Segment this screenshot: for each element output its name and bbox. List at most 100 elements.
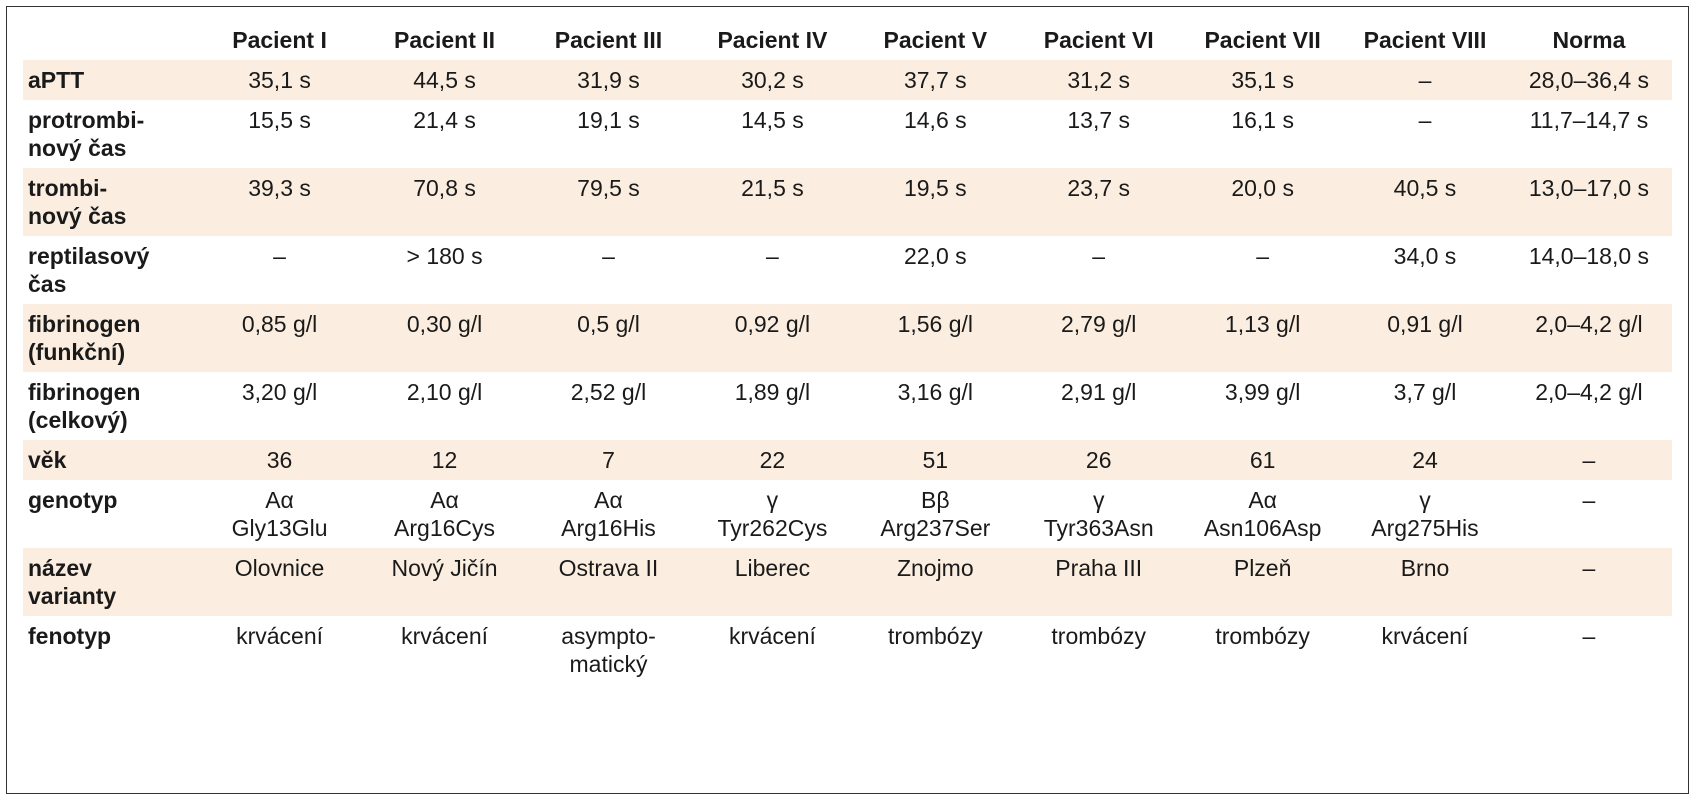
table-cell: 3,16 g/l xyxy=(854,372,1016,440)
cell-line: 11,7–14,7 s xyxy=(1529,107,1649,133)
cell-line: 1,56 g/l xyxy=(897,311,974,337)
table-cell: 36 xyxy=(196,440,363,480)
cell-line: – xyxy=(1418,107,1432,133)
cell-line: Tyr262Cys xyxy=(717,515,828,541)
table-cell: 2,91 g/l xyxy=(1016,372,1181,440)
cell-line: 22 xyxy=(759,447,786,473)
table-cell: 21,4 s xyxy=(363,100,527,168)
cell-line: Gly13Glu xyxy=(231,515,328,541)
cell-line: Olovnice xyxy=(234,555,325,581)
cell-line: 7 xyxy=(602,447,615,473)
cell-line: 3,99 g/l xyxy=(1224,379,1301,405)
table-cell: Znojmo xyxy=(854,548,1017,616)
table-row: fenotyp krvácení krvácení asympto-matický kr… xyxy=(23,616,1672,684)
cell-line: 79,5 s xyxy=(577,175,640,201)
cell-line: Aα xyxy=(594,487,623,513)
table-cell: 0,85 g/l xyxy=(196,304,363,372)
cell-line: γ xyxy=(1419,487,1431,513)
cell-line: 37,7 s xyxy=(903,67,967,93)
table-cell: – xyxy=(1181,236,1344,304)
cell-line: > 180 s xyxy=(406,243,483,269)
row-label-line: genotyp xyxy=(28,487,118,513)
table-cell: 14,5 s xyxy=(690,100,854,168)
table-cell: – xyxy=(1344,100,1506,168)
table-cell: 0,92 g/l xyxy=(690,304,855,372)
column-header: Pacient IV xyxy=(717,27,828,53)
column-header: Pacient VI xyxy=(1043,27,1154,53)
cell-line: 14,0–18,0 s xyxy=(1528,243,1650,269)
table-cell: 1,56 g/l xyxy=(854,304,1017,372)
cell-line: Plzeň xyxy=(1233,555,1292,581)
cell-line: 26 xyxy=(1085,447,1112,473)
table-cell: 2,79 g/l xyxy=(1016,304,1182,372)
cell-line: Arg16His xyxy=(561,515,656,541)
table-cell: 35,1 s xyxy=(196,60,363,100)
cell-line: – xyxy=(1582,623,1596,649)
table-cell: γ Tyr363Asn xyxy=(1016,480,1181,548)
cell-line: trombózy xyxy=(888,623,983,649)
cell-line: 19,1 s xyxy=(577,107,640,133)
cell-line: 22,0 s xyxy=(903,243,967,269)
cell-line: – xyxy=(273,243,286,269)
cell-line: γ xyxy=(1092,487,1105,513)
table-cell: 0,30 g/l xyxy=(362,304,527,372)
table-cell: γ Tyr262Cys xyxy=(690,480,854,548)
cell-line: Arg16Cys xyxy=(394,515,496,541)
table-cell: – xyxy=(1506,616,1672,684)
cell-line: 3,16 g/l xyxy=(897,379,974,405)
cell-line: 35,1 s xyxy=(248,67,311,93)
cell-line: 28,0–36,4 s xyxy=(1528,67,1650,93)
table-row: aPTT 35,1 s 44,5 s 31,9 s 30,2 s 37,7 s 31,2 s… xyxy=(23,60,1672,100)
table-cell: 1,89 g/l xyxy=(690,372,854,440)
cell-line: 21,5 s xyxy=(741,175,804,201)
cell-line: γ xyxy=(766,487,779,513)
lab-results-table: Pacient I Pacient II Pacient III Pacient… xyxy=(23,20,1672,684)
cell-line: 16,1 s xyxy=(1231,107,1294,133)
cell-line: trombózy xyxy=(1051,623,1146,649)
table-cell: – xyxy=(1506,480,1672,548)
cell-line: 2,10 g/l xyxy=(406,379,483,405)
cell-line: 24 xyxy=(1412,447,1438,473)
row-label: reptilasový čas xyxy=(23,236,197,304)
table-cell: 31,2 s xyxy=(1016,60,1182,100)
table-cell: Olovnice xyxy=(196,548,363,616)
table-cell: asympto-matický xyxy=(527,616,691,684)
table-cell: krvácení xyxy=(1344,616,1506,684)
table-cell: 23,7 s xyxy=(1016,168,1182,236)
cell-line: Znojmo xyxy=(896,555,974,581)
table-row: název varianty Olovnice Nový Jičín Ostrava I… xyxy=(23,548,1672,616)
cell-line: 3,20 g/l xyxy=(241,379,318,405)
row-label-line: čas xyxy=(28,271,67,297)
cell-line: 0,5 g/l xyxy=(577,311,640,337)
table-cell: Nový Jičín xyxy=(362,548,527,616)
table-cell: trombózy xyxy=(1181,616,1344,684)
table-cell: 13,7 s xyxy=(1016,100,1181,168)
table-cell: 7 xyxy=(526,440,691,480)
cell-line: Aα xyxy=(1248,487,1277,513)
cell-line: krvácení xyxy=(401,623,489,649)
row-label: název varianty xyxy=(23,548,197,616)
cell-line: 19,5 s xyxy=(903,175,967,201)
table-cell: 51 xyxy=(854,440,1017,480)
cell-line: 14,6 s xyxy=(903,107,967,133)
row-label-line: varianty xyxy=(28,583,117,609)
row-label-line: název xyxy=(28,555,92,581)
table-cell: 2,0–4,2 g/l xyxy=(1505,304,1672,372)
row-label-line: věk xyxy=(28,447,67,473)
row-label: fenotyp xyxy=(23,616,197,684)
table-cell: 35,1 s xyxy=(1181,60,1345,100)
cell-line: – xyxy=(766,243,779,269)
column-header: Pacient VII xyxy=(1204,27,1321,53)
table-cell: Praha III xyxy=(1016,548,1182,616)
row-label-line: protrombi- xyxy=(28,107,145,133)
column-header: Pacient I xyxy=(232,27,327,53)
cell-line: Arg275His xyxy=(1371,515,1479,541)
cell-line: Aα xyxy=(430,487,459,513)
table-cell: 2,0–4,2 g/l xyxy=(1506,372,1672,440)
table-row: reptilasový čas – > 180 s – – 22,0 s – – 34,0 s 14… xyxy=(23,236,1672,304)
table-cell: – xyxy=(1016,236,1181,304)
cell-line: 23,7 s xyxy=(1067,175,1131,201)
cell-line: Tyr363Asn xyxy=(1043,515,1154,541)
table-cell: Plzeň xyxy=(1181,548,1345,616)
cell-line: Liberec xyxy=(734,555,811,581)
